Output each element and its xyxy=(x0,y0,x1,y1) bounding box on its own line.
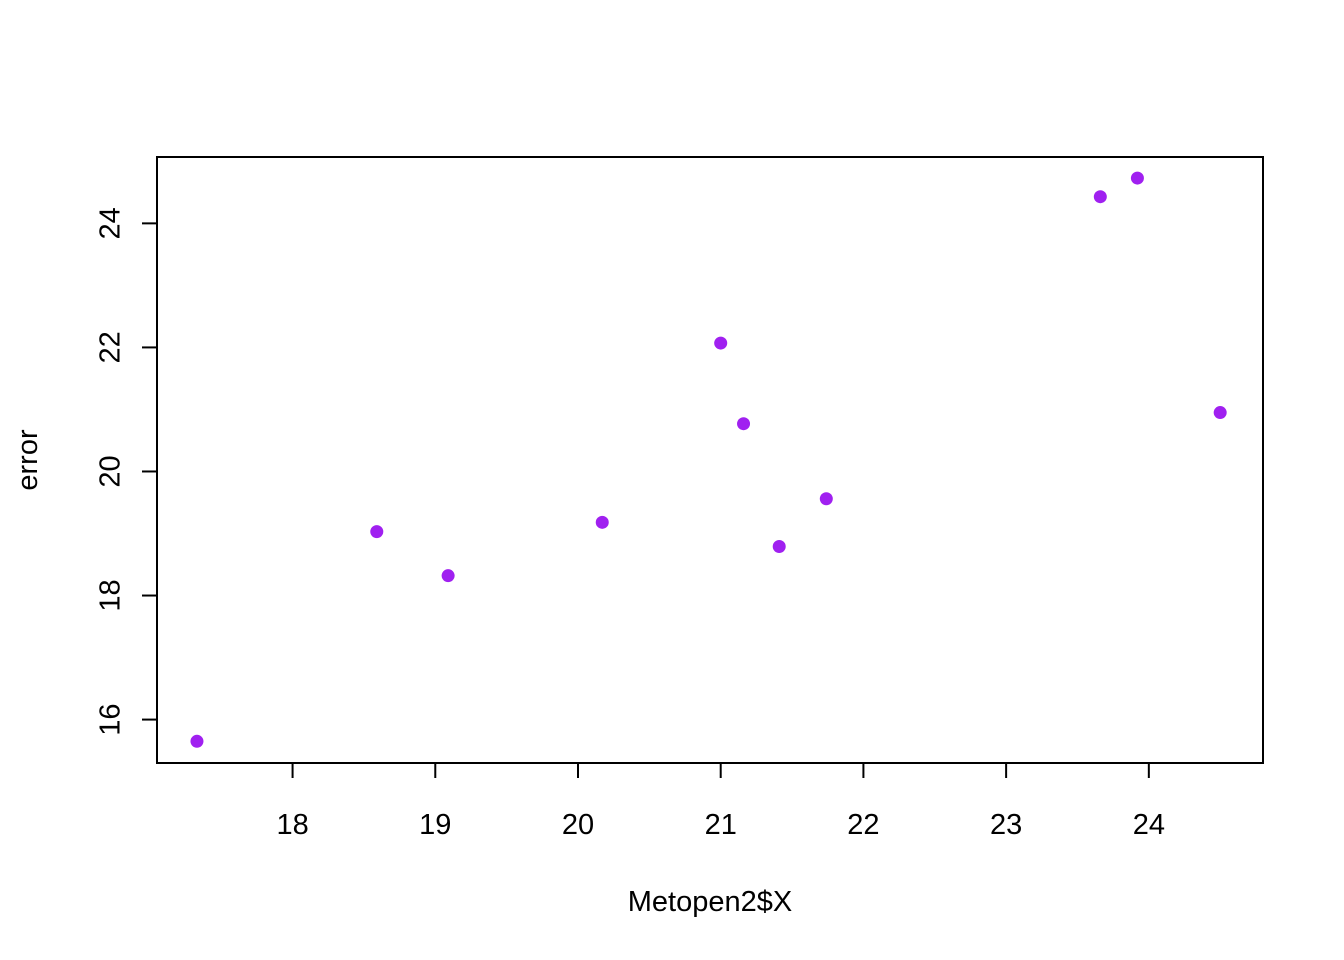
x-axis-label: Metopen2$X xyxy=(628,886,792,918)
y-tick-label: 16 xyxy=(95,703,127,735)
x-tick-label: 23 xyxy=(990,809,1022,841)
data-point xyxy=(819,492,833,506)
plot-frame xyxy=(156,156,1264,764)
data-point xyxy=(441,569,455,583)
x-tick-label: 22 xyxy=(847,809,879,841)
data-point xyxy=(595,515,609,529)
y-tick-label: 20 xyxy=(95,455,127,487)
data-point xyxy=(370,525,384,539)
x-tick-label: 24 xyxy=(1133,809,1165,841)
data-point xyxy=(737,417,751,431)
data-points xyxy=(190,171,1227,748)
x-axis: 18 19 20 21 22 23 24 xyxy=(276,762,1165,841)
data-point xyxy=(714,336,728,350)
x-tick-label: 21 xyxy=(705,809,737,841)
x-tick-label: 18 xyxy=(276,809,308,841)
data-point xyxy=(190,734,204,748)
data-point xyxy=(1130,171,1144,185)
y-tick-label: 22 xyxy=(95,331,127,363)
data-point xyxy=(1213,406,1227,420)
y-tick-label: 18 xyxy=(95,579,127,611)
data-point xyxy=(772,540,786,554)
x-tick-label: 19 xyxy=(419,809,451,841)
y-axis: 16 18 20 22 24 xyxy=(95,207,158,736)
x-tick-label: 20 xyxy=(562,809,594,841)
y-axis-label: error xyxy=(12,429,44,491)
data-point xyxy=(1093,190,1107,204)
y-tick-label: 24 xyxy=(95,207,127,239)
